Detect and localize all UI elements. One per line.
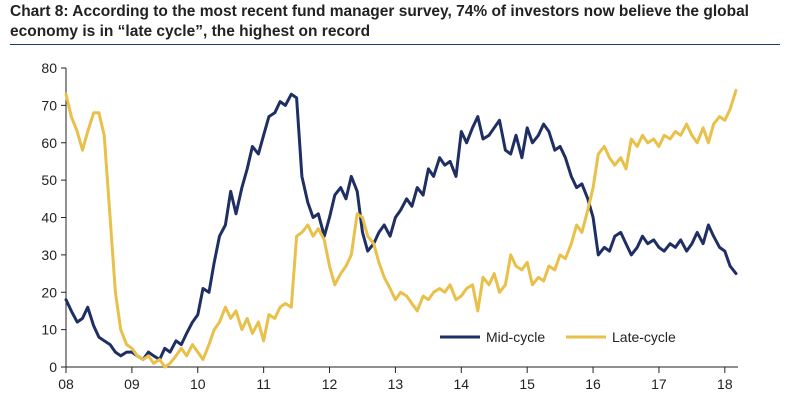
x-tick-label: 16 <box>585 376 601 392</box>
x-tick-label: 13 <box>388 376 404 392</box>
x-tick-label: 18 <box>717 376 733 392</box>
x-tick-label: 09 <box>124 376 140 392</box>
x-tick-label: 11 <box>256 376 271 392</box>
y-tick-label: 80 <box>41 60 57 76</box>
x-tick-label: 08 <box>58 376 74 392</box>
series-line-mid-cycle <box>64 92 738 361</box>
x-tick-label: 17 <box>651 376 667 392</box>
y-tick-label: 70 <box>41 97 57 113</box>
legend-label-late-cycle: Late-cycle <box>612 329 676 345</box>
y-tick-label: 60 <box>41 135 57 151</box>
chart-title-line-2: economy is in “late cycle”, the highest … <box>10 23 371 40</box>
y-tick-label: 20 <box>41 284 57 300</box>
legend-label-mid-cycle: Mid-cycle <box>486 329 545 345</box>
y-tick-label: 10 <box>41 322 57 338</box>
y-tick-label: 40 <box>41 210 57 226</box>
y-tick-label: 0 <box>49 359 57 375</box>
y-tick-label: 30 <box>41 247 57 263</box>
series-line-late-cycle <box>64 88 738 369</box>
y-tick-label: 50 <box>41 172 57 188</box>
chart-title-line-1: Chart 8: According to the most recent fu… <box>10 3 749 20</box>
x-tick-label: 10 <box>190 376 206 392</box>
x-tick-label: 14 <box>454 376 470 392</box>
x-tick-label: 12 <box>322 376 338 392</box>
x-tick-label: 15 <box>519 376 535 392</box>
chart-title: Chart 8: According to the most recent fu… <box>10 2 780 45</box>
